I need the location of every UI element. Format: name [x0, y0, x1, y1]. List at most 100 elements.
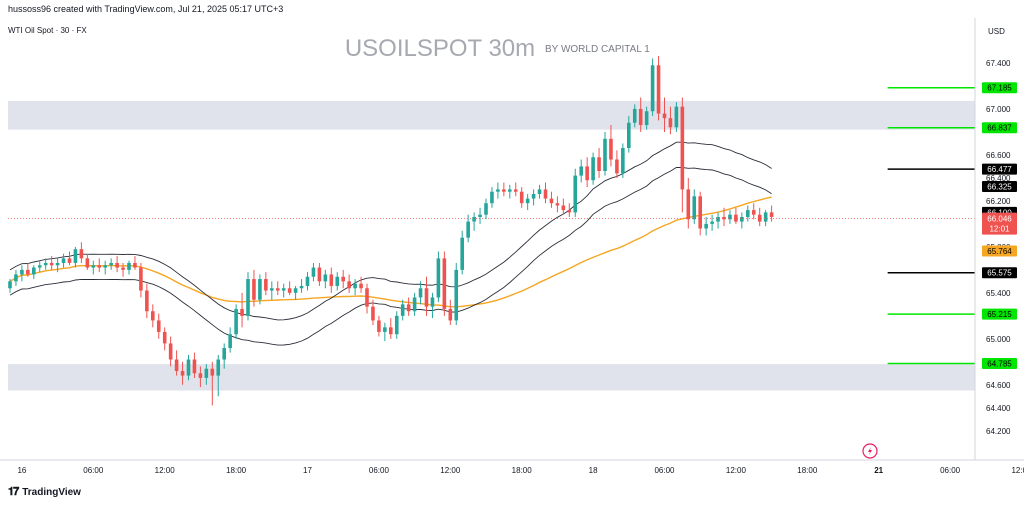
candle-body	[496, 189, 500, 192]
lightning-icon[interactable]	[862, 443, 878, 459]
candle-body	[389, 327, 393, 335]
time-tick-label: 06:00	[83, 466, 104, 475]
candle-body	[543, 189, 548, 199]
countdown-label: 12:01	[989, 225, 1010, 234]
time-axis[interactable]: 16 06:00 12:00 18:00 17 06:00 12:00 18:00 18 06:0…	[17, 466, 1024, 475]
candle-body	[502, 189, 506, 192]
candle-body	[287, 288, 292, 293]
candle-body	[186, 359, 191, 376]
candle-body	[680, 106, 685, 190]
candle-body	[139, 267, 143, 291]
candle-body	[61, 258, 66, 263]
candle-body	[555, 203, 560, 206]
candle-body	[567, 210, 572, 213]
candle-body	[442, 258, 447, 309]
candle-body	[757, 214, 762, 222]
candle-body	[621, 148, 625, 174]
candle-body	[156, 320, 161, 332]
candle-body	[91, 265, 96, 268]
candle-body	[67, 258, 72, 263]
level-tag-bg	[982, 267, 1017, 279]
candle-body	[490, 191, 494, 204]
candle-body	[579, 166, 583, 176]
time-tick-label: 18:00	[512, 466, 533, 475]
level-tag-label: 66.837	[987, 124, 1012, 133]
price-tick-label: 65.400	[986, 289, 1011, 298]
candle-body	[275, 288, 280, 291]
current-price-label: 66.046	[987, 215, 1012, 224]
candle-body	[198, 373, 203, 378]
candle-body	[228, 334, 232, 349]
candle-body	[662, 113, 667, 119]
time-tick-label: 16	[17, 466, 26, 475]
candle-body	[561, 205, 566, 211]
candle-body	[704, 223, 708, 229]
candle-body	[531, 194, 536, 199]
candle-body	[400, 304, 405, 316]
price-tick-label: 64.600	[986, 381, 1011, 390]
band-tag-bg	[982, 181, 1017, 193]
candle-body	[8, 281, 12, 289]
candle-body	[270, 288, 274, 291]
candle-body	[430, 297, 435, 307]
candle-body	[734, 214, 738, 222]
candle-body	[85, 258, 90, 268]
candle-body	[716, 216, 720, 222]
band-tag-label: 66.325	[987, 183, 1012, 192]
price-tick-label: 66.200	[986, 197, 1011, 206]
candle-body	[573, 175, 578, 213]
candle-body	[55, 262, 60, 266]
candle-body	[549, 198, 554, 204]
price-tags: 67.185 66.837 66.477 65.575 65.215 64.785 66.3…	[982, 82, 1017, 370]
candle-body	[627, 122, 631, 149]
candle-body	[222, 348, 226, 360]
candle-body	[133, 262, 137, 268]
level-tag-label: 64.785	[987, 360, 1012, 369]
candle-body	[323, 274, 328, 282]
candle-body	[710, 221, 714, 224]
level-tag-bg	[982, 82, 1017, 94]
candle-body	[246, 279, 250, 316]
symbol-label: WTI Oil Spot · 30 · FX	[8, 26, 87, 35]
candle-body	[216, 359, 221, 376]
candle-body	[597, 157, 601, 172]
candle-body	[162, 331, 167, 344]
candle-body	[264, 279, 268, 291]
level-tag-label: 65.215	[987, 310, 1012, 319]
level-tag-bg	[982, 308, 1017, 320]
candle-body	[424, 288, 429, 307]
candle-body	[460, 237, 464, 270]
time-tick-label: 12:00	[1011, 466, 1024, 475]
candle-body	[43, 262, 48, 266]
candle-body	[508, 189, 512, 192]
candle-body	[97, 265, 102, 268]
candle-body	[638, 108, 643, 126]
zone-band	[8, 100, 975, 130]
candle-body	[746, 210, 750, 217]
candle-body	[377, 320, 381, 332]
candle-body	[615, 159, 619, 174]
candle-body	[151, 311, 155, 321]
horizontal-levels[interactable]	[887, 86, 975, 365]
level-tag-bg	[982, 122, 1017, 134]
moving-averages	[9, 141, 772, 346]
candle-body	[668, 118, 673, 128]
ema-tag-label: 65.764	[987, 247, 1012, 256]
candle-body	[258, 279, 262, 300]
candle-body	[252, 279, 256, 300]
supply-demand-zones	[8, 100, 975, 391]
candle-body	[394, 315, 399, 335]
candle-body	[311, 267, 316, 277]
candle-body	[20, 269, 24, 275]
created-by-text: hussoss96 created with TradingView.com, …	[8, 4, 284, 14]
candle-body	[609, 138, 613, 160]
tradingview-brand[interactable]: 𝟏𝟕 TradingView	[8, 486, 81, 499]
time-tick-label: 17	[303, 466, 312, 475]
candle-body	[210, 368, 215, 376]
candle-body	[537, 189, 542, 195]
candles	[8, 56, 774, 406]
level-tag-bg	[982, 358, 1017, 370]
level-tag-label: 67.185	[987, 84, 1012, 93]
candle-body	[192, 359, 197, 374]
